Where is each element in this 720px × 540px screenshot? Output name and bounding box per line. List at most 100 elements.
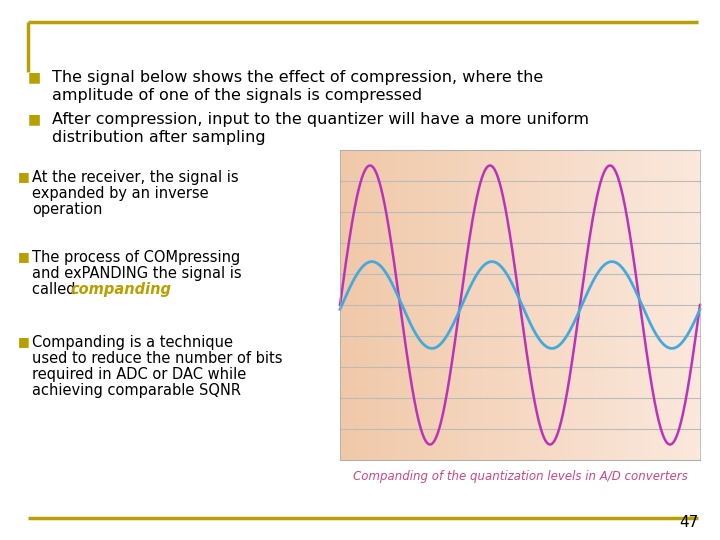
Bar (382, 150, 383, 460)
Bar (598, 150, 599, 460)
Bar (549, 150, 551, 460)
Bar (588, 150, 590, 460)
Bar (691, 150, 693, 460)
Bar (340, 150, 342, 460)
Text: used to reduce the number of bits: used to reduce the number of bits (32, 351, 282, 366)
Bar (400, 150, 401, 460)
Bar (696, 150, 698, 460)
Text: The signal below shows the effect of compression, where the: The signal below shows the effect of com… (52, 70, 544, 85)
Bar (533, 150, 534, 460)
Bar (360, 150, 361, 460)
Bar (680, 150, 682, 460)
Bar (372, 150, 374, 460)
Bar (493, 150, 495, 460)
Bar (351, 150, 353, 460)
Bar (577, 150, 580, 460)
Bar (516, 150, 518, 460)
Bar (659, 150, 660, 460)
Text: ■: ■ (28, 112, 41, 126)
Bar (502, 150, 504, 460)
Text: companding: companding (70, 282, 171, 297)
Bar (394, 150, 396, 460)
Bar (534, 150, 536, 460)
Bar (369, 150, 371, 460)
Bar (487, 150, 490, 460)
Text: expanded by an inverse: expanded by an inverse (32, 186, 209, 201)
Bar (473, 150, 475, 460)
Bar (513, 150, 515, 460)
Bar (616, 150, 617, 460)
Bar (612, 150, 613, 460)
Bar (634, 150, 635, 460)
Bar (623, 150, 624, 460)
Bar (603, 150, 605, 460)
Text: required in ADC or DAC while: required in ADC or DAC while (32, 367, 246, 382)
Bar (426, 150, 428, 460)
Bar (477, 150, 479, 460)
Bar (594, 150, 595, 460)
Bar (410, 150, 412, 460)
Bar (562, 150, 563, 460)
Bar (544, 150, 545, 460)
Text: The process of COMpressing: The process of COMpressing (32, 250, 240, 265)
Bar (425, 150, 426, 460)
Bar (662, 150, 664, 460)
Bar (585, 150, 587, 460)
Bar (570, 150, 572, 460)
Bar (671, 150, 673, 460)
Bar (385, 150, 387, 460)
Bar (639, 150, 641, 460)
Bar (621, 150, 623, 460)
Bar (678, 150, 680, 460)
Bar (559, 150, 562, 460)
Bar (667, 150, 670, 460)
Bar (608, 150, 610, 460)
Bar (389, 150, 390, 460)
Bar (660, 150, 662, 460)
Bar (405, 150, 407, 460)
Bar (635, 150, 637, 460)
Bar (407, 150, 408, 460)
Bar (547, 150, 549, 460)
Bar (685, 150, 688, 460)
Bar (601, 150, 603, 460)
Bar (423, 150, 425, 460)
Bar (498, 150, 500, 460)
Bar (448, 150, 450, 460)
Bar (688, 150, 689, 460)
Bar (415, 150, 418, 460)
Bar (552, 150, 554, 460)
Bar (418, 150, 419, 460)
Bar (342, 150, 343, 460)
Bar (642, 150, 644, 460)
Bar (677, 150, 678, 460)
Bar (412, 150, 414, 460)
Bar (441, 150, 443, 460)
Bar (652, 150, 653, 460)
Bar (619, 150, 621, 460)
Bar (346, 150, 347, 460)
Bar (574, 150, 576, 460)
Bar (454, 150, 455, 460)
Bar (408, 150, 410, 460)
Bar (605, 150, 606, 460)
Bar (421, 150, 423, 460)
Bar (515, 150, 516, 460)
Bar (522, 150, 523, 460)
Bar (371, 150, 372, 460)
Bar (653, 150, 655, 460)
Bar (444, 150, 446, 460)
Bar (581, 150, 583, 460)
Bar (451, 150, 454, 460)
Bar (630, 150, 631, 460)
Bar (403, 150, 405, 460)
Text: and exPANDING the signal is: and exPANDING the signal is (32, 266, 242, 281)
Bar (469, 150, 472, 460)
Bar (505, 150, 508, 460)
Bar (390, 150, 392, 460)
Bar (443, 150, 444, 460)
Bar (455, 150, 457, 460)
Bar (358, 150, 360, 460)
Bar (558, 150, 559, 460)
Bar (565, 150, 567, 460)
